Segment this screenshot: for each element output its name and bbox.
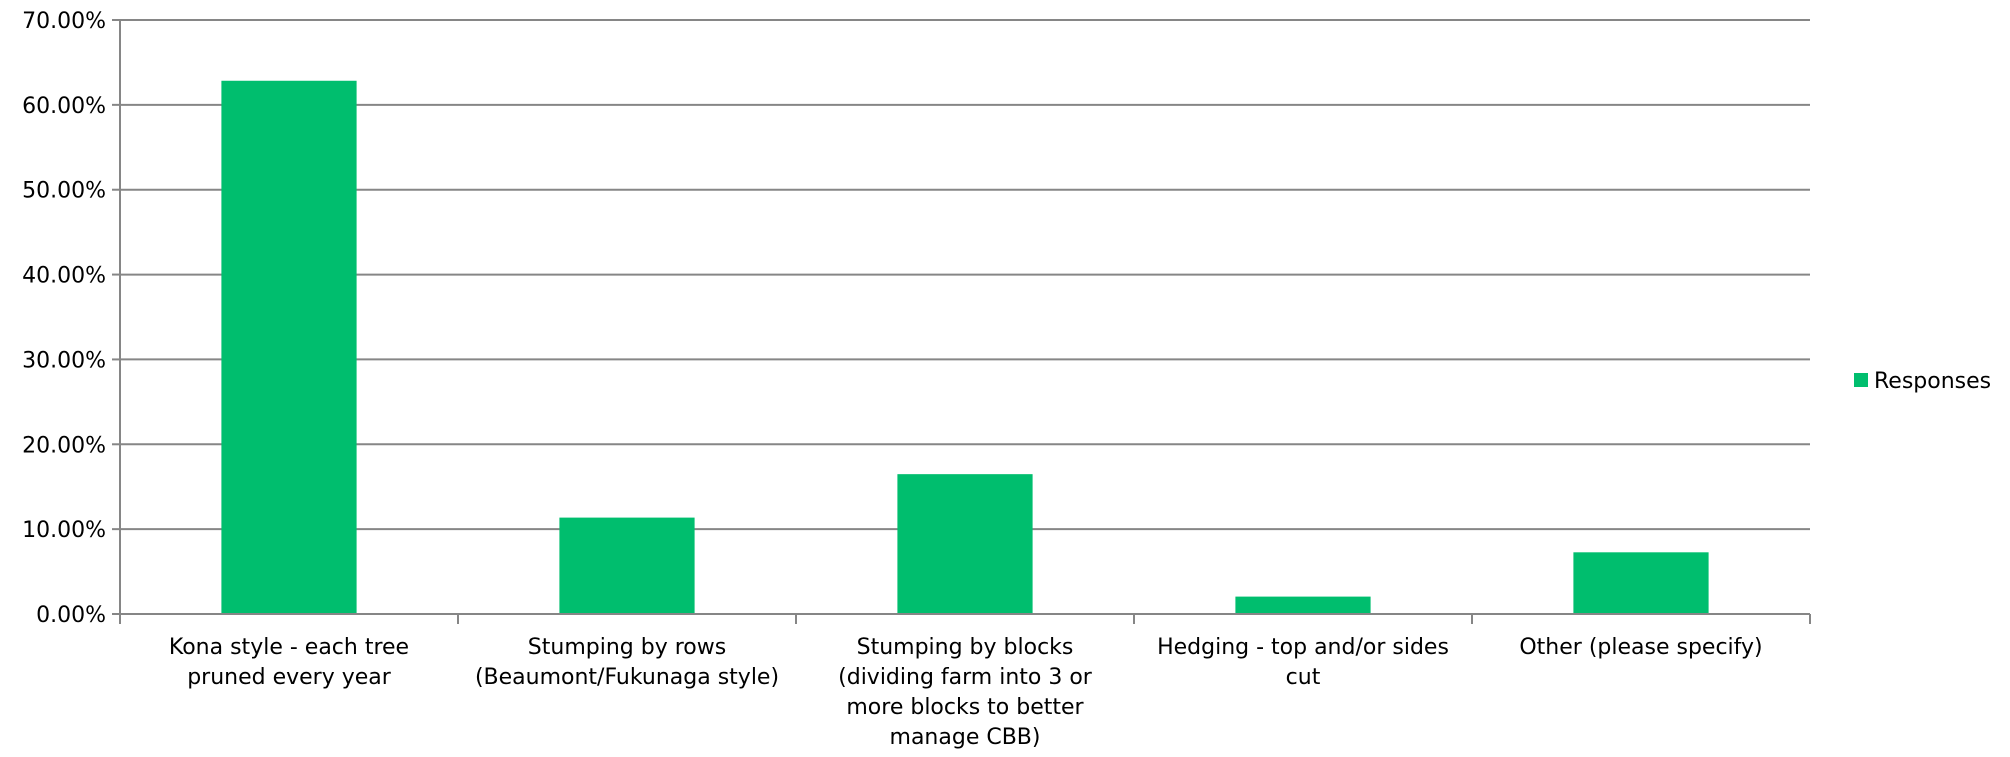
x-tick-label: Kona style - each tree pruned every year	[169, 635, 409, 690]
bar-1	[221, 80, 357, 615]
x-tick-labels: Kona style - each tree pruned every year S…	[169, 635, 1763, 750]
legend-swatch	[1854, 373, 1868, 387]
bar-3	[897, 474, 1033, 614]
gridlines	[120, 19, 1810, 531]
y-tick-label: 10.00%	[22, 518, 106, 543]
y-tick-label: 20.00%	[22, 433, 106, 458]
y-tick-label: 40.00%	[22, 264, 106, 289]
bar-4	[1235, 596, 1371, 614]
x-tick-label: Hedging - top and/or sides cut	[1157, 635, 1449, 690]
y-tick-label: 0.00%	[36, 603, 106, 628]
x-tick-label: Other (please specify)	[1519, 635, 1762, 660]
legend: Responses	[1854, 369, 1991, 394]
y-tick-label: 60.00%	[22, 94, 106, 119]
y-tick-label: 70.00%	[22, 9, 106, 34]
y-tick-label: 50.00%	[22, 179, 106, 204]
axes	[112, 19, 1811, 624]
y-tick-label: 30.00%	[22, 348, 106, 373]
x-tick-label: Stumping by blocks (dividing farm into 3 …	[838, 635, 1093, 750]
bar-5	[1573, 552, 1709, 614]
legend-label: Responses	[1874, 369, 1991, 394]
bar-2	[559, 517, 695, 614]
bars	[221, 80, 1709, 615]
y-tick-labels: 0.00% 10.00% 20.00% 30.00% 40.00% 50.00% 60.00…	[22, 9, 106, 628]
x-tick-label: Stumping by rows (Beaumont/Fukunaga style…	[475, 635, 779, 690]
